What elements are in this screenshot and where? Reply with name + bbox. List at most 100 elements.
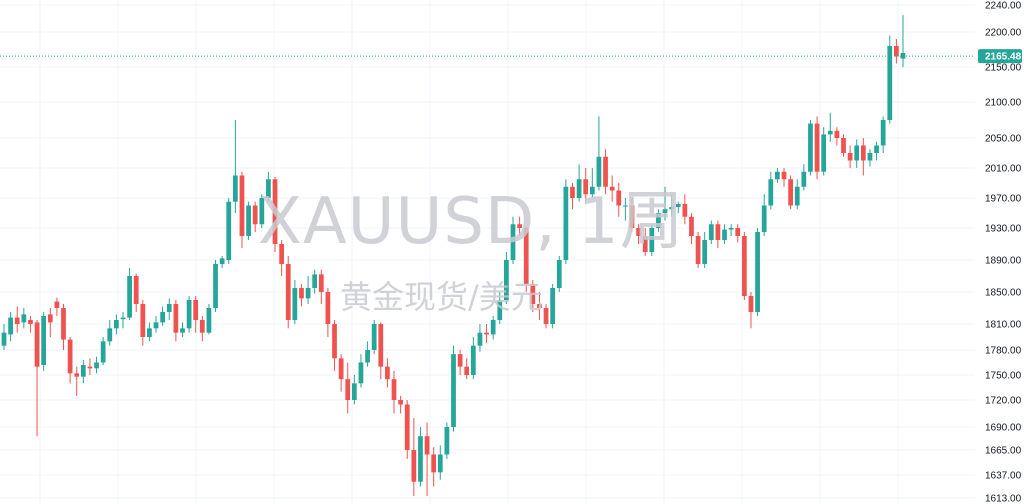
candle <box>8 312 13 342</box>
candle-body <box>285 264 291 320</box>
y-tick-label: 1750.00 <box>985 371 1022 382</box>
candle <box>464 358 470 380</box>
candle <box>252 201 258 232</box>
candle-body <box>437 454 443 473</box>
candle <box>497 292 503 324</box>
candle-body <box>378 324 384 367</box>
candle <box>272 177 278 252</box>
candle <box>418 427 423 487</box>
candle <box>67 337 73 384</box>
candle <box>854 139 860 168</box>
grid-layer <box>0 0 975 504</box>
candle-body <box>530 284 536 304</box>
y-tick-label: 2100.00 <box>985 98 1022 109</box>
candle-body <box>444 427 450 455</box>
candle <box>622 198 628 221</box>
candle <box>444 422 450 459</box>
candle <box>246 201 251 240</box>
candle-body <box>54 301 60 308</box>
candle <box>351 375 357 405</box>
candle-body <box>827 130 833 135</box>
candle-body <box>140 304 146 337</box>
candle <box>794 179 800 210</box>
candle <box>113 314 119 335</box>
candle <box>285 256 291 329</box>
candle <box>345 362 351 414</box>
candle-body <box>722 229 727 240</box>
candle-body <box>404 404 410 450</box>
candle <box>543 304 549 329</box>
candle <box>173 300 179 342</box>
candle <box>675 201 681 213</box>
candle-body <box>365 350 370 363</box>
candle-body <box>609 186 615 191</box>
candle <box>180 322 185 337</box>
candle <box>160 306 166 326</box>
candle <box>887 35 893 124</box>
candle-body <box>133 276 139 304</box>
candle-body <box>418 436 423 482</box>
candle-body <box>702 240 708 264</box>
candle-body <box>113 320 119 329</box>
candle <box>219 256 225 268</box>
candle <box>47 308 53 337</box>
candle-body <box>695 236 701 264</box>
candle-body <box>715 224 721 240</box>
y-tick-label: 1970.00 <box>985 194 1022 205</box>
candle <box>563 179 569 264</box>
candle <box>788 175 794 210</box>
candle-body <box>100 341 106 363</box>
candle-body <box>596 156 602 187</box>
candle-body <box>272 179 278 244</box>
candle <box>827 112 833 142</box>
candle-body <box>107 328 113 342</box>
candle-body <box>312 274 318 288</box>
candle-body <box>788 179 794 206</box>
candle <box>781 168 787 187</box>
candle <box>338 354 344 392</box>
candle-body <box>332 324 337 359</box>
candle-body <box>246 205 251 236</box>
candle <box>629 198 635 232</box>
candle-body <box>867 153 873 161</box>
candle-body <box>385 366 390 380</box>
candle-body <box>537 304 542 308</box>
candle-body <box>239 175 245 236</box>
y-axis[interactable]: 2240.00 2200.00 2150.00 2100.00 2050.00 2010.… <box>978 1 1022 504</box>
candle <box>332 320 337 371</box>
candle <box>411 418 417 497</box>
candle-body <box>153 322 159 329</box>
candle <box>847 145 853 168</box>
candle <box>470 337 476 380</box>
candle <box>358 354 364 388</box>
candle <box>841 134 846 157</box>
candle-body <box>213 264 218 308</box>
candle-body <box>74 373 80 377</box>
candle-body <box>318 274 324 292</box>
candle-body <box>801 171 807 187</box>
candle <box>1 324 7 350</box>
candle-body <box>497 300 503 320</box>
candle <box>325 288 331 337</box>
candle-body <box>887 46 893 120</box>
candle-body <box>689 216 694 236</box>
candle-body <box>351 383 357 400</box>
candle-body <box>94 362 99 369</box>
candle-body <box>398 400 403 405</box>
candle-body <box>358 362 364 384</box>
candle-body <box>451 354 456 427</box>
candle <box>318 269 324 304</box>
candle <box>775 168 780 183</box>
candle-body <box>147 328 152 337</box>
candle <box>649 224 655 256</box>
candle <box>722 224 727 244</box>
candle-body <box>173 304 179 333</box>
candle <box>54 297 60 316</box>
last-price-label: 2165.48 <box>985 52 1022 63</box>
y-tick-label: 2010.00 <box>985 164 1022 175</box>
candle-body <box>682 204 688 217</box>
candle-body <box>345 379 351 400</box>
candle <box>424 422 430 497</box>
y-tick-label: 1930.00 <box>985 224 1022 235</box>
